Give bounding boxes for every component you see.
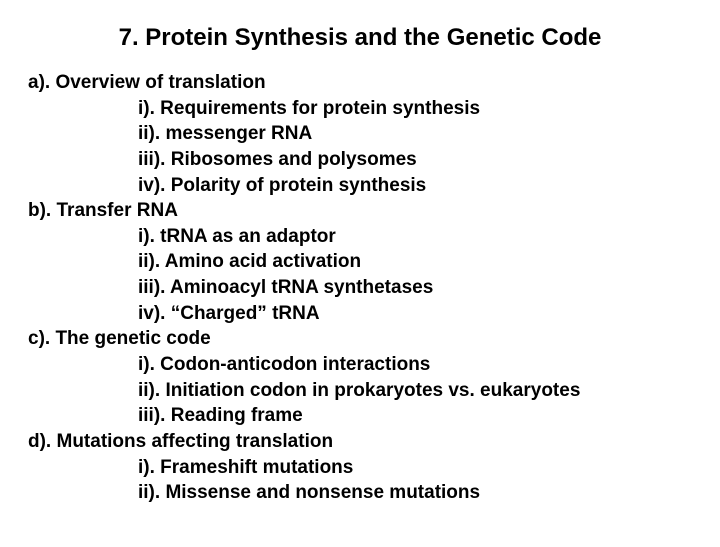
slide-container: 7. Protein Synthesis and the Genetic Cod… [0,0,720,547]
section-b-item: i). tRNA as an adaptor [28,224,692,250]
slide-title: 7. Protein Synthesis and the Genetic Cod… [28,24,692,52]
outline-body: a). Overview of translation i). Requirem… [28,70,692,506]
section-a-item: iii). Ribosomes and polysomes [28,147,692,173]
section-c-label: c). The genetic code [28,326,692,352]
section-d-item: i). Frameshift mutations [28,455,692,481]
section-a-item: ii). messenger RNA [28,121,692,147]
section-a-item: iv). Polarity of protein synthesis [28,173,692,199]
section-c-item: ii). Initiation codon in prokaryotes vs.… [28,378,692,404]
section-c-item: i). Codon-anticodon interactions [28,352,692,378]
section-c-item: iii). Reading frame [28,403,692,429]
section-a-label: a). Overview of translation [28,70,692,96]
section-b-item: iv). “Charged” tRNA [28,301,692,327]
section-b-item: iii). Aminoacyl tRNA synthetases [28,275,692,301]
section-b-item: ii). Amino acid activation [28,249,692,275]
section-a-item: i). Requirements for protein synthesis [28,96,692,122]
section-d-label: d). Mutations affecting translation [28,429,692,455]
section-d-item: ii). Missense and nonsense mutations [28,480,692,506]
section-b-label: b). Transfer RNA [28,198,692,224]
